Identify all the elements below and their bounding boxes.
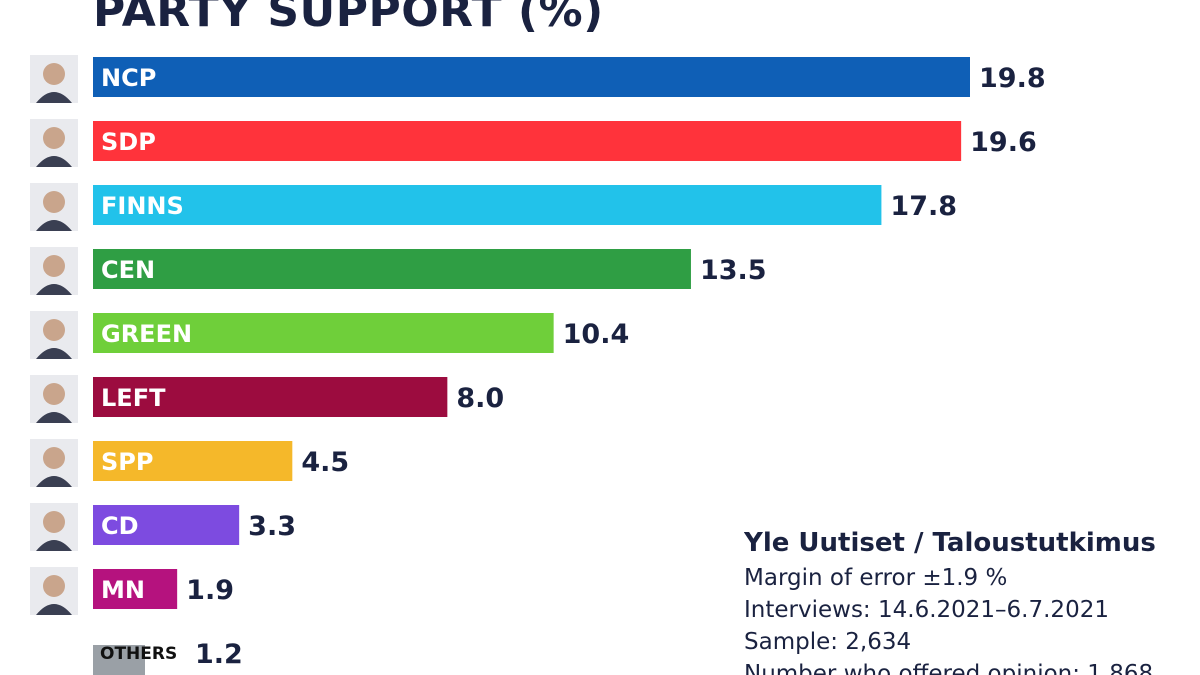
value-label-cd: 3.3 bbox=[248, 511, 296, 542]
source-title: Yle Uutiset / Taloustutkimus bbox=[744, 528, 1156, 558]
bar-green bbox=[93, 313, 554, 353]
value-label-sdp: 19.6 bbox=[970, 127, 1037, 158]
chart-title: PARTY SUPPORT (%) bbox=[93, 0, 604, 37]
source-interview-dates: Interviews: 14.6.2021–6.7.2021 bbox=[744, 597, 1109, 623]
portrait-green bbox=[30, 311, 78, 359]
value-label-finns: 17.8 bbox=[890, 191, 957, 222]
bar-spp bbox=[93, 441, 293, 481]
value-label-spp: 4.5 bbox=[301, 447, 349, 478]
value-label-green: 10.4 bbox=[563, 319, 630, 350]
portrait-spp bbox=[30, 439, 78, 487]
source-margin-of-error: Margin of error ±1.9 % bbox=[744, 565, 1008, 591]
portrait-sdp bbox=[30, 119, 78, 167]
portrait-cen bbox=[30, 247, 78, 295]
bar-label-finns: FINNS bbox=[101, 192, 184, 220]
bar-label-ncp: NCP bbox=[101, 64, 156, 92]
bar-label-spp: SPP bbox=[101, 448, 153, 476]
bar-cen bbox=[93, 249, 691, 289]
bar-label-cen: CEN bbox=[101, 256, 155, 284]
portrait-ncp bbox=[30, 55, 78, 103]
value-label-mn: 1.9 bbox=[186, 575, 234, 606]
value-label-others: 1.2 bbox=[195, 639, 243, 670]
bar-label-cd: CD bbox=[101, 512, 139, 540]
value-label-ncp: 19.8 bbox=[979, 63, 1046, 94]
portrait-left bbox=[30, 375, 78, 423]
bar-label-others: OTHERS bbox=[100, 644, 177, 664]
bar-finns bbox=[93, 185, 882, 225]
bar-ncp bbox=[93, 57, 970, 97]
bar-sdp bbox=[93, 121, 962, 161]
source-sample: Sample: 2,634 bbox=[744, 629, 912, 655]
bar-label-green: GREEN bbox=[101, 320, 192, 348]
portrait-mn bbox=[30, 567, 78, 615]
bar-left bbox=[93, 377, 448, 417]
bar-cd bbox=[93, 505, 240, 545]
bar-others bbox=[93, 645, 145, 675]
bar-mn bbox=[93, 569, 178, 609]
source-opinion-count: Number who offered opinion: 1,868 bbox=[744, 661, 1154, 675]
portrait-cd bbox=[30, 503, 78, 551]
value-label-left: 8.0 bbox=[456, 383, 504, 414]
source-note: Yle Uutiset / Taloustutkimus Margin of e… bbox=[744, 524, 1200, 675]
bar-label-sdp: SDP bbox=[101, 128, 156, 156]
value-label-cen: 13.5 bbox=[700, 255, 767, 286]
portrait-finns bbox=[30, 183, 78, 231]
bar-label-mn: MN bbox=[101, 576, 145, 604]
bar-label-left: LEFT bbox=[101, 384, 166, 412]
